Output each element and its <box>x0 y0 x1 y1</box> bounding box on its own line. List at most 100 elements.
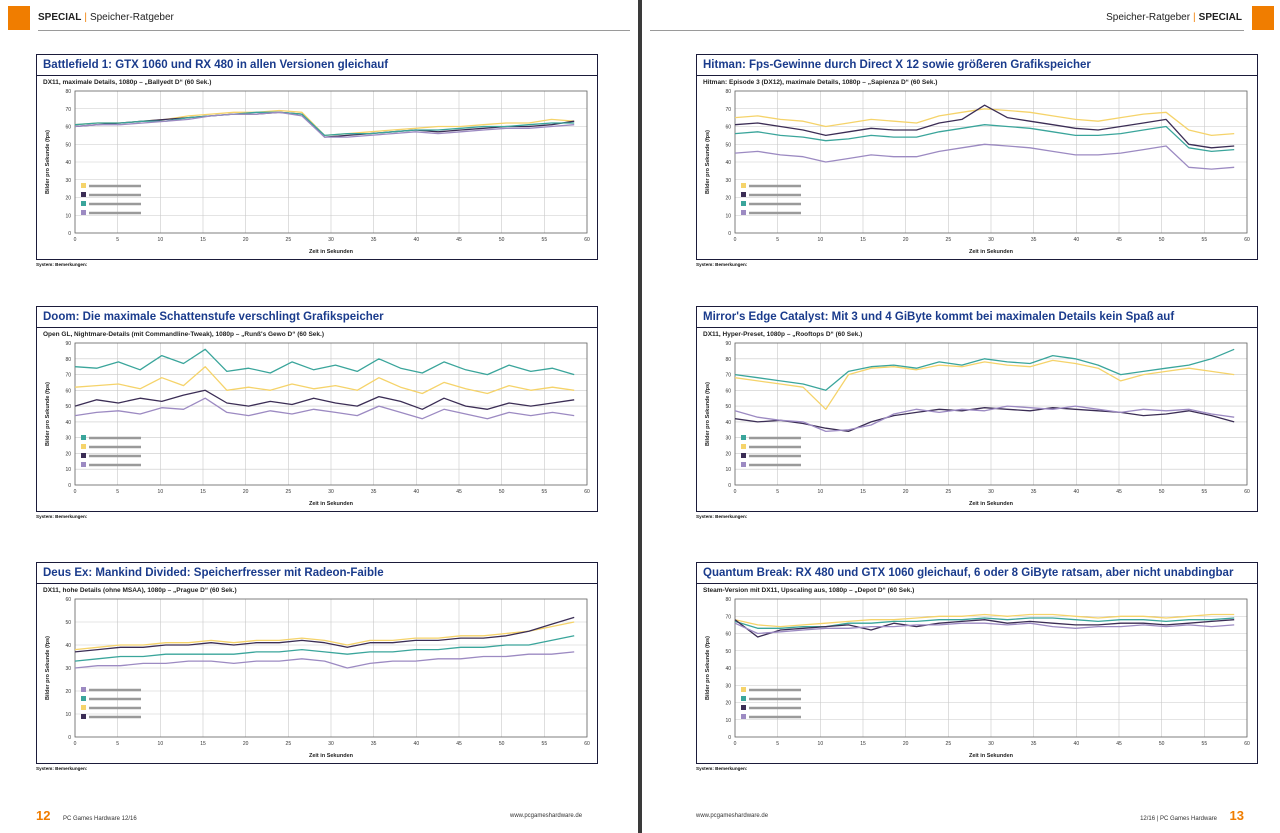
y-tick-label: 80 <box>725 357 731 363</box>
y-tick-label: 60 <box>65 388 71 394</box>
chart-title: Doom: Die maximale Schattenstufe verschl… <box>43 311 384 323</box>
notes-label: System: <box>36 262 54 267</box>
series-line <box>734 622 1235 635</box>
chart-panel: Deus Ex: Mankind Divided: Speicherfresse… <box>36 562 598 764</box>
series-line <box>74 397 575 420</box>
series-line <box>74 389 575 410</box>
series-line <box>734 613 1235 628</box>
y-tick-label: 10 <box>65 712 71 718</box>
chart-title: Mirror's Edge Catalyst: Mit 3 und 4 GiBy… <box>703 311 1175 323</box>
right-page: Speicher-Ratgeber | SPECIAL Hitman: Fps-Ge… <box>642 0 1280 833</box>
y-tick-label: 10 <box>65 467 71 473</box>
x-tick-label: 50 <box>499 237 505 243</box>
chart-subtitle: Open GL, Nightmare-Details (mit Commandl… <box>43 331 324 338</box>
footer-url[interactable]: www.pcgameshardware.de <box>510 813 583 819</box>
notes-label: System: <box>36 766 54 771</box>
x-tick-label: 35 <box>371 489 377 495</box>
x-tick-label: 15 <box>860 237 866 243</box>
legend-swatch <box>741 714 746 719</box>
legend-swatch <box>741 687 746 692</box>
y-tick-label: 10 <box>725 718 731 724</box>
line-chart: 0 10 20 30 40 50 60 70 80 0 5 10 15 20 25 30 35 40 45 50 55 6… <box>705 597 1250 759</box>
legend-swatch <box>741 210 746 215</box>
x-tick-label: 0 <box>74 489 77 495</box>
x-tick-label: 55 <box>1202 741 1208 747</box>
y-tick-label: 70 <box>65 373 71 379</box>
x-tick-label: 30 <box>988 489 994 495</box>
legend-swatch <box>81 453 86 458</box>
notes-label-2: Bemerkungen: <box>55 514 88 519</box>
chart-title: Hitman: Fps-Gewinne durch Direct X 12 so… <box>703 59 1091 71</box>
series-line <box>74 635 575 662</box>
series-line <box>74 111 575 138</box>
x-tick-label: 5 <box>116 741 119 747</box>
y-axis-label: Bilder pro Sekunde (fps) <box>705 636 711 700</box>
x-tick-label: 20 <box>243 741 249 747</box>
y-tick-label: 70 <box>725 373 731 379</box>
header-rule <box>650 30 1244 31</box>
series-line <box>74 111 575 138</box>
series-line <box>74 651 575 669</box>
x-tick-label: 10 <box>818 237 824 243</box>
x-tick-label: 0 <box>74 237 77 243</box>
page-footer: 12/16 | PC Games Hardware 13 <box>1140 808 1244 823</box>
footer-magazine: 12/16 | PC Games Hardware <box>1140 816 1218 822</box>
x-tick-label: 10 <box>818 741 824 747</box>
y-axis-label: Bilder pro Sekunde (fps) <box>45 382 51 446</box>
x-tick-label: 15 <box>200 741 206 747</box>
y-tick-label: 80 <box>725 597 731 603</box>
notes-label-2: Bemerkungen: <box>715 766 748 771</box>
y-tick-label: 20 <box>725 701 731 707</box>
legend-swatch <box>741 444 746 449</box>
y-tick-label: 80 <box>65 357 71 363</box>
divider <box>697 583 1257 584</box>
legend-swatch <box>741 183 746 188</box>
y-tick-label: 40 <box>65 420 71 426</box>
x-tick-label: 60 <box>584 237 590 243</box>
x-tick-label: 55 <box>542 741 548 747</box>
y-tick-label: 90 <box>65 341 71 347</box>
legend-swatch <box>81 444 86 449</box>
x-tick-label: 50 <box>1159 741 1165 747</box>
legend-swatch <box>741 192 746 197</box>
divider <box>697 327 1257 328</box>
series-line <box>734 124 1235 153</box>
y-tick-label: 30 <box>65 436 71 442</box>
x-tick-label: 5 <box>776 741 779 747</box>
x-tick-label: 40 <box>414 741 420 747</box>
notes-label-2: Bemerkungen: <box>55 766 88 771</box>
y-tick-label: 60 <box>725 125 731 131</box>
legend-swatch <box>81 192 86 197</box>
line-chart: 0 10 20 30 40 50 60 70 80 0 5 10 15 20 25 30 35 40 45 50 55 6… <box>45 89 590 255</box>
x-tick-label: 40 <box>414 489 420 495</box>
y-tick-label: 30 <box>65 666 71 672</box>
header-section: SPECIAL <box>38 12 82 23</box>
legend-swatch <box>81 696 86 701</box>
x-tick-label: 55 <box>542 489 548 495</box>
y-axis-label: Bilder pro Sekunde (fps) <box>705 130 711 194</box>
y-axis-label: Bilder pro Sekunde (fps) <box>705 382 711 446</box>
x-tick-label: 30 <box>328 741 334 747</box>
x-tick-label: 55 <box>1202 489 1208 495</box>
x-axis-label: Zeit in Sekunden <box>969 501 1014 507</box>
y-axis-label: Bilder pro Sekunde (fps) <box>45 636 51 700</box>
notes-label: System: <box>696 514 714 519</box>
x-tick-label: 20 <box>903 741 909 747</box>
y-tick-label: 0 <box>68 735 71 741</box>
x-tick-label: 20 <box>903 237 909 243</box>
x-tick-label: 0 <box>734 489 737 495</box>
legend-swatch <box>81 687 86 692</box>
x-tick-label: 15 <box>860 741 866 747</box>
legend-swatch <box>741 453 746 458</box>
y-tick-label: 30 <box>65 178 71 184</box>
chart-subtitle: DX11, hohe Details (ohne MSAA), 1080p – … <box>43 587 237 594</box>
chart-panel: Battlefield 1: GTX 1060 und RX 480 in al… <box>36 54 598 260</box>
x-tick-label: 5 <box>776 489 779 495</box>
x-tick-label: 60 <box>1244 237 1250 243</box>
chart-notes: System: Bemerkungen: <box>696 766 1256 772</box>
x-tick-label: 40 <box>414 237 420 243</box>
y-tick-label: 20 <box>65 196 71 202</box>
footer-url[interactable]: www.pcgameshardware.de <box>696 813 769 819</box>
notes-label: System: <box>696 262 714 267</box>
y-tick-label: 0 <box>728 231 731 237</box>
